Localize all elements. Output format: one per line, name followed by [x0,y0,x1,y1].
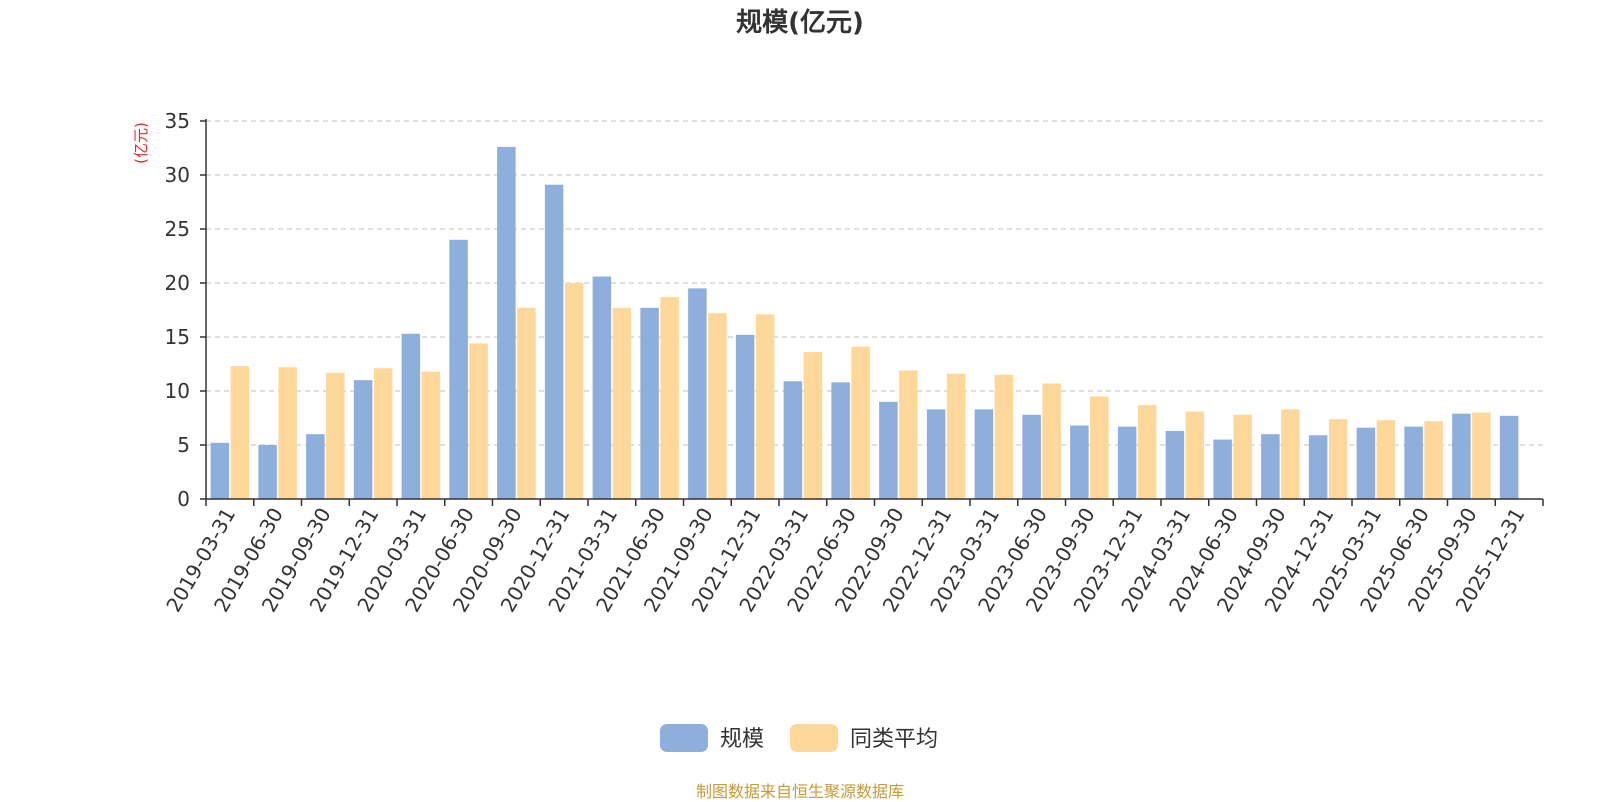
y-tick-label: 25 [165,217,190,241]
legend-item-peer-average[interactable]: 同类平均 [790,724,938,752]
bar-peer-average [1281,409,1300,499]
bar-peer-average [230,366,250,499]
bar-scale [688,288,707,499]
bar-scale [1356,427,1376,499]
bar-peer-average [660,297,679,499]
bar-peer-average [326,372,345,499]
bar-peer-average [1424,421,1443,499]
x-tick-labels: 2019-03-312019-06-302019-09-302019-12-31… [161,504,1529,617]
bar-scale [1452,413,1471,499]
y-tick-label: 0 [177,487,190,511]
bar-peer-average [755,314,775,499]
bar-peer-average [1090,396,1109,499]
y-tick-label: 15 [165,325,190,349]
bar-scale [1117,426,1137,499]
bar-scale [449,239,468,500]
bar-peer-average [899,370,918,499]
bar-scale [401,333,421,499]
bar-scale [974,409,994,499]
bar-peer-average [1376,420,1396,499]
bar-peer-average [1328,419,1348,499]
y-tick-labels: 0 5 10 15 20 25 30 35 [165,109,190,511]
bar-scale [544,184,564,499]
bar-peer-average [851,346,870,499]
bar-peer-average [1185,411,1205,499]
bar-scale [1213,439,1232,499]
y-tick-label: 5 [177,433,190,457]
bar-peer-average [278,367,297,499]
bar-peer-average [612,307,632,499]
bar-peer-average [469,343,488,499]
bar-scale [831,382,850,499]
legend: 规模 同类平均 [660,724,938,752]
bar-scale [783,381,803,499]
y-tick-label: 30 [165,163,190,187]
y-axis-label: (亿元) [132,122,150,164]
legend-label: 同类平均 [850,727,938,752]
bar-peer-average [994,374,1014,499]
bar-peer-average [517,307,536,499]
bar-peer-average [373,368,393,499]
source-note: 制图数据来自恒生聚源数据库 [695,782,904,801]
bar-scale [1308,435,1328,499]
legend-swatch [660,724,708,752]
bar-scale [1404,426,1423,499]
y-tick-label: 20 [165,271,190,295]
bar-scale [497,146,516,500]
bar-peer-average [1233,414,1252,499]
y-tick-label: 10 [165,379,190,403]
bar-scale [1261,434,1280,499]
y-tick-label: 35 [165,109,190,133]
bar-peer-average [946,373,966,499]
bar-scale [735,334,755,499]
bar-peer-average [803,352,823,499]
bar-scale [640,307,659,499]
bar-peer-average [1472,412,1491,499]
chart-title: 规模(亿元) [736,8,864,38]
bar-scale [592,276,612,499]
bar-scale [353,380,373,499]
axes [200,119,1544,506]
legend-swatch [790,724,838,752]
bar-scale [306,434,325,499]
bar-scale [1022,414,1041,499]
bar-peer-average [564,283,584,499]
legend-label: 规模 [720,727,764,752]
bar-peer-average [421,371,441,499]
bar-peer-average [708,313,727,499]
gridlines [206,120,1543,446]
bar-scale [1499,415,1519,499]
bar-scale [1165,430,1185,499]
bars [210,146,1519,500]
bar-peer-average [1042,383,1061,499]
bar-peer-average [1137,405,1157,499]
bar-scale [926,409,946,499]
bar-scale [258,445,277,499]
legend-item-scale[interactable]: 规模 [660,724,764,752]
bar-scale [1070,425,1089,499]
bar-scale [210,442,230,499]
bar-scale [879,401,898,499]
